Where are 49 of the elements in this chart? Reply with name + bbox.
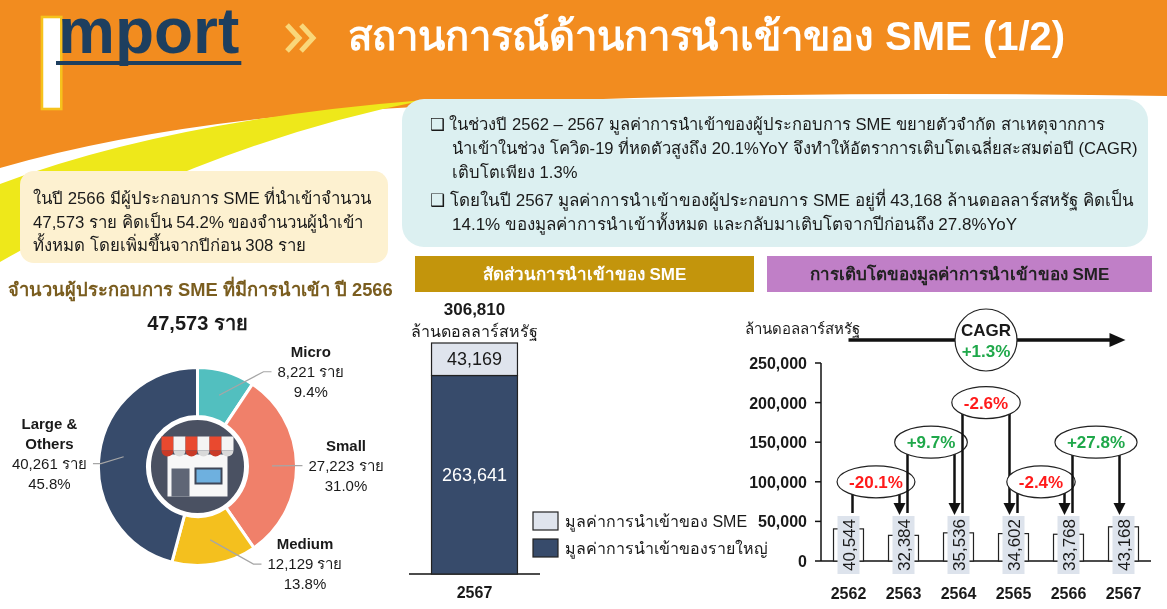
annotation: -2.4% (1018, 472, 1064, 492)
x-tick-label: 2565 (995, 585, 1032, 602)
slice-label: Micro (290, 342, 331, 360)
y-axis-title: ล้านดอลลาร์สหรัฐ (745, 320, 860, 338)
total-label: 306,810 (443, 300, 506, 319)
data-label: 35,536 (949, 519, 968, 571)
y-tick-label: 50,000 (758, 513, 808, 531)
x-tick-label: 2563 (885, 585, 922, 602)
chart-title: จำนวนผู้ประกอบการ SME ที่มีการนำเข้า ปี 2566 (8, 276, 393, 302)
text: ❑ โดยในปี 2567 มูลค่าการนำเข้าของผู้ประกอบการ SME อยู่ที่ 43,168 ล้านดอลลาร์สหรัฐ คิดเป็น 14.1% ของมูลค่าการนำเข้าทั้งหมด และกลับมาเติบโตจากปีก่อนถึง 27.8%YoY (430, 188, 1134, 235)
chart-subtitle: 47,573 ราย (147, 312, 248, 334)
x-tick-label: 2562 (830, 585, 867, 602)
x-tick-label: 2564 (940, 585, 977, 602)
annotation: -20.1% (849, 472, 903, 492)
annotation: +9.7% (906, 433, 956, 453)
legend-label: มูลค่าการนำเข้าของ SME (565, 513, 748, 532)
data-label: 8,221 ราย 9.4% (277, 362, 345, 400)
text: สัดส่วนการนำเข้าของ SME (482, 265, 687, 284)
text: ในปี 2566 มีผู้ประกอบการ SME ที่นำเข้าจำนวน 47,573 ราย คิดเป็น 54.2% ของจำนวนผู้นำเข้า ทั้งหมด โดยเพิ่มขึ้นจากปีก่อน 308 ราย (33, 186, 373, 255)
data-label: 32,384 (894, 519, 913, 571)
x-tick-label: 2567 (1105, 585, 1142, 602)
text: ❑ ในช่วงปี 2562 – 2567 มูลค่าการนำเข้าของผู้ประกอบการ SME ขยายตัวจำกัด สาเหตุจากการ นำเข้าในช่วง โควิด-19 ที่หดตัวสูงถึง 20.1%YoY จึงทำให้อัตราการเติบโตเฉลี่ยสะสมต่อปี (CAGR) เติบโตเพียง 1.3% (430, 115, 1138, 182)
y-tick-label: 100,000 (749, 473, 808, 491)
data-label: 43,168 (1114, 519, 1133, 571)
data-label: 34,602 (1004, 519, 1023, 571)
slice-label: Medium (276, 535, 334, 553)
y-tick-label: 250,000 (749, 355, 808, 372)
data-label: 40,261 ราย 45.8% (11, 454, 87, 492)
x-tick-label: 2567 (456, 584, 493, 601)
legend-label: มูลค่าการนำเข้าของรายใหญ่ (565, 539, 768, 559)
annotation: -2.6% (963, 393, 1009, 413)
annotation: +27.8% (1066, 433, 1126, 453)
y-tick-label: 150,000 (749, 434, 808, 452)
data-label: 12,129 ราย 13.8% (267, 555, 343, 593)
text: CAGR (960, 320, 1012, 340)
text: สถานการณ์ด้านการนำเข้าของ SME (1/2) (348, 14, 1066, 58)
slice-label: Small (325, 436, 367, 454)
y-tick-label: 0 (798, 553, 808, 570)
slice-label: Large & Others (21, 414, 78, 452)
y-tick-label: 200,000 (749, 394, 808, 412)
data-label: 27,223 ราย 31.0% (308, 456, 384, 494)
data-label: 33,768 (1059, 519, 1078, 571)
x-tick-label: 2566 (1050, 585, 1087, 602)
chart-title: การเติบโตของมูลค่าการนำเข้าของ SME (809, 264, 1110, 286)
data-label: 43,169 (446, 349, 503, 370)
data-label: 40,544 (839, 519, 858, 571)
data-label: 263,641 (441, 464, 508, 485)
text: +1.3% (961, 341, 1011, 361)
y-axis-title: ล้านดอลลาร์สหรัฐ (411, 322, 538, 341)
